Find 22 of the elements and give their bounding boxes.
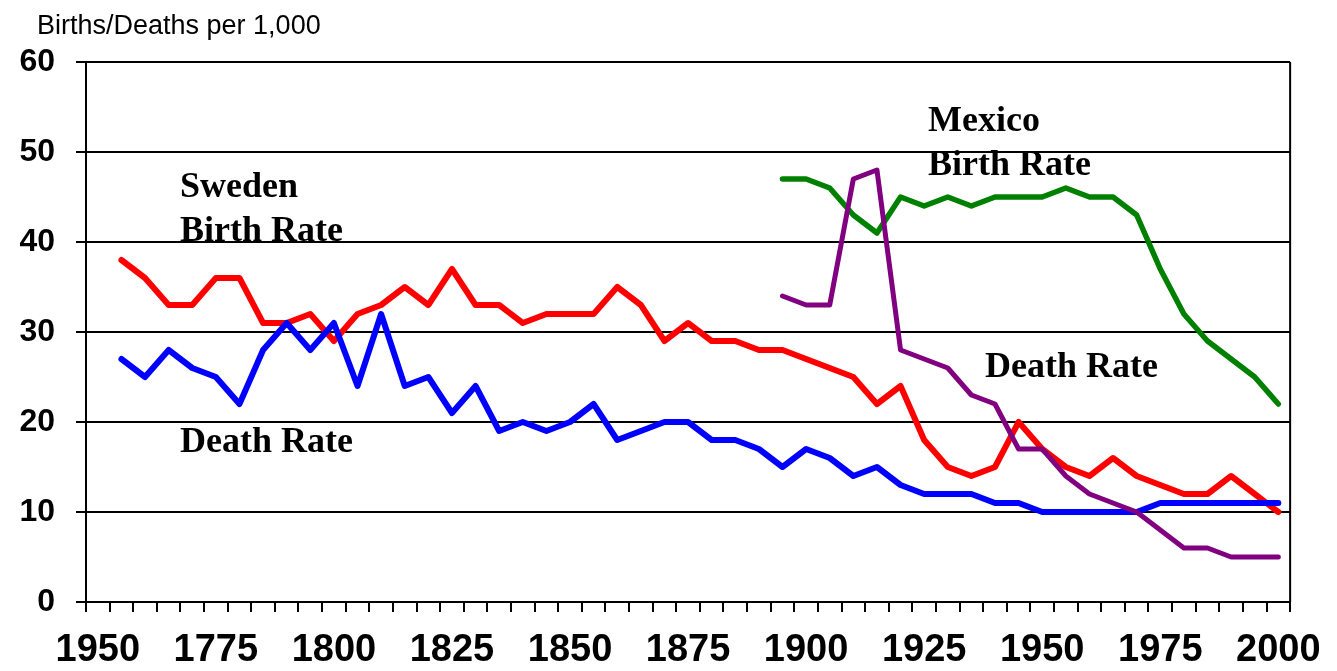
y-tick-label: 0 xyxy=(37,581,55,618)
x-tick-label: 1825 xyxy=(409,627,495,670)
series-label: Sweden Birth Rate xyxy=(180,165,343,249)
y-tick-label: 50 xyxy=(19,131,55,168)
x-tick-label: 1800 xyxy=(291,627,377,670)
y-tick-label: 40 xyxy=(19,221,55,258)
x-tick-label: 2000 xyxy=(1236,627,1321,670)
y-tick-label: 30 xyxy=(19,311,55,348)
x-tick-label: 1950 xyxy=(55,627,141,670)
x-tick-label: 1850 xyxy=(527,627,613,670)
series-label: Death Rate xyxy=(180,420,353,460)
x-tick-label: 1875 xyxy=(645,627,731,670)
x-tick-label: 1775 xyxy=(173,627,259,670)
y-axis-title: Births/Deaths per 1,000 xyxy=(37,10,321,40)
y-tick-label: 20 xyxy=(19,401,55,438)
x-tick-label: 1900 xyxy=(763,627,849,670)
y-tick-label: 10 xyxy=(19,491,55,528)
x-tick-label: 1950 xyxy=(999,627,1085,670)
y-tick-label: 60 xyxy=(19,41,55,78)
series-label: Death Rate xyxy=(985,345,1158,385)
x-tick-label: 1925 xyxy=(881,627,967,670)
x-tick-label: 1975 xyxy=(1118,627,1203,670)
